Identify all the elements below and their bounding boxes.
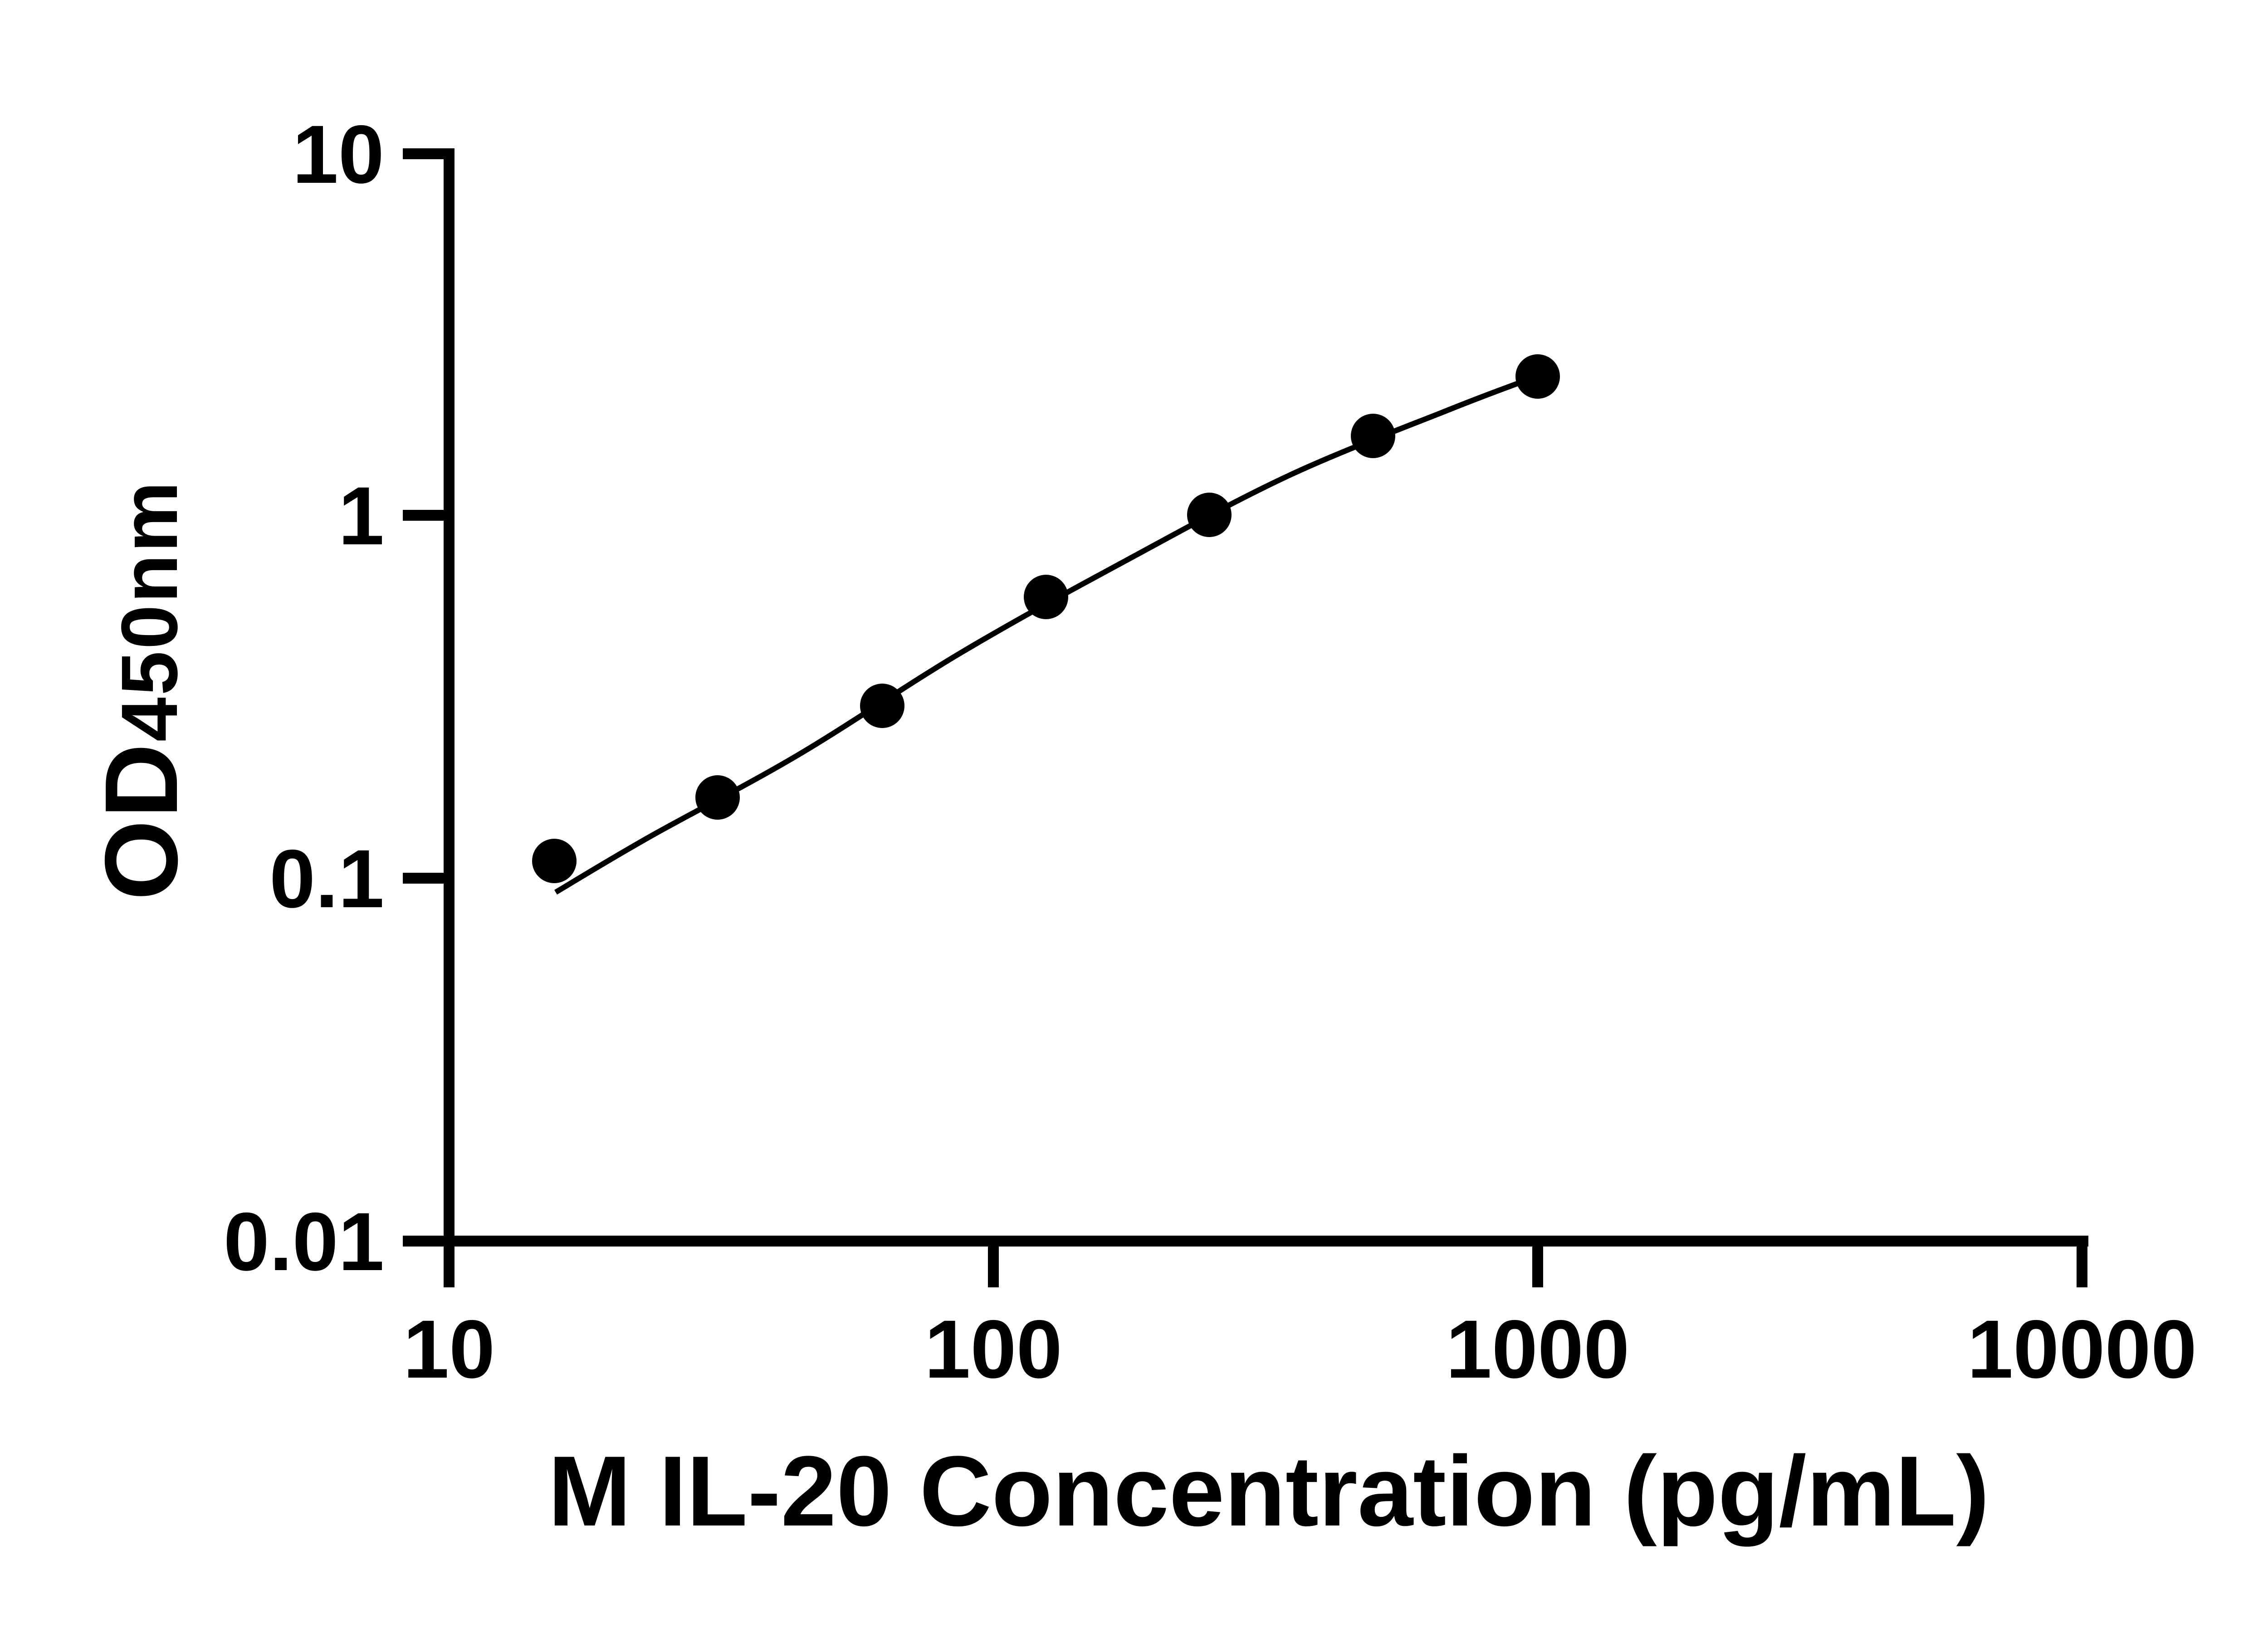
svg-text:0.1: 0.1 (269, 832, 384, 925)
svg-text:100: 100 (924, 1303, 1062, 1395)
svg-text:10: 10 (293, 108, 384, 200)
svg-text:10000: 10000 (1967, 1303, 2197, 1395)
svg-text:10: 10 (403, 1303, 495, 1395)
svg-text:0.01: 0.01 (224, 1195, 384, 1288)
svg-text:1: 1 (338, 469, 384, 562)
svg-text:1000: 1000 (1446, 1303, 1630, 1395)
svg-text:M IL-20 Concentration (pg/mL): M IL-20 Concentration (pg/mL) (548, 1435, 1989, 1547)
svg-text:OD450nm: OD450nm (84, 479, 199, 900)
